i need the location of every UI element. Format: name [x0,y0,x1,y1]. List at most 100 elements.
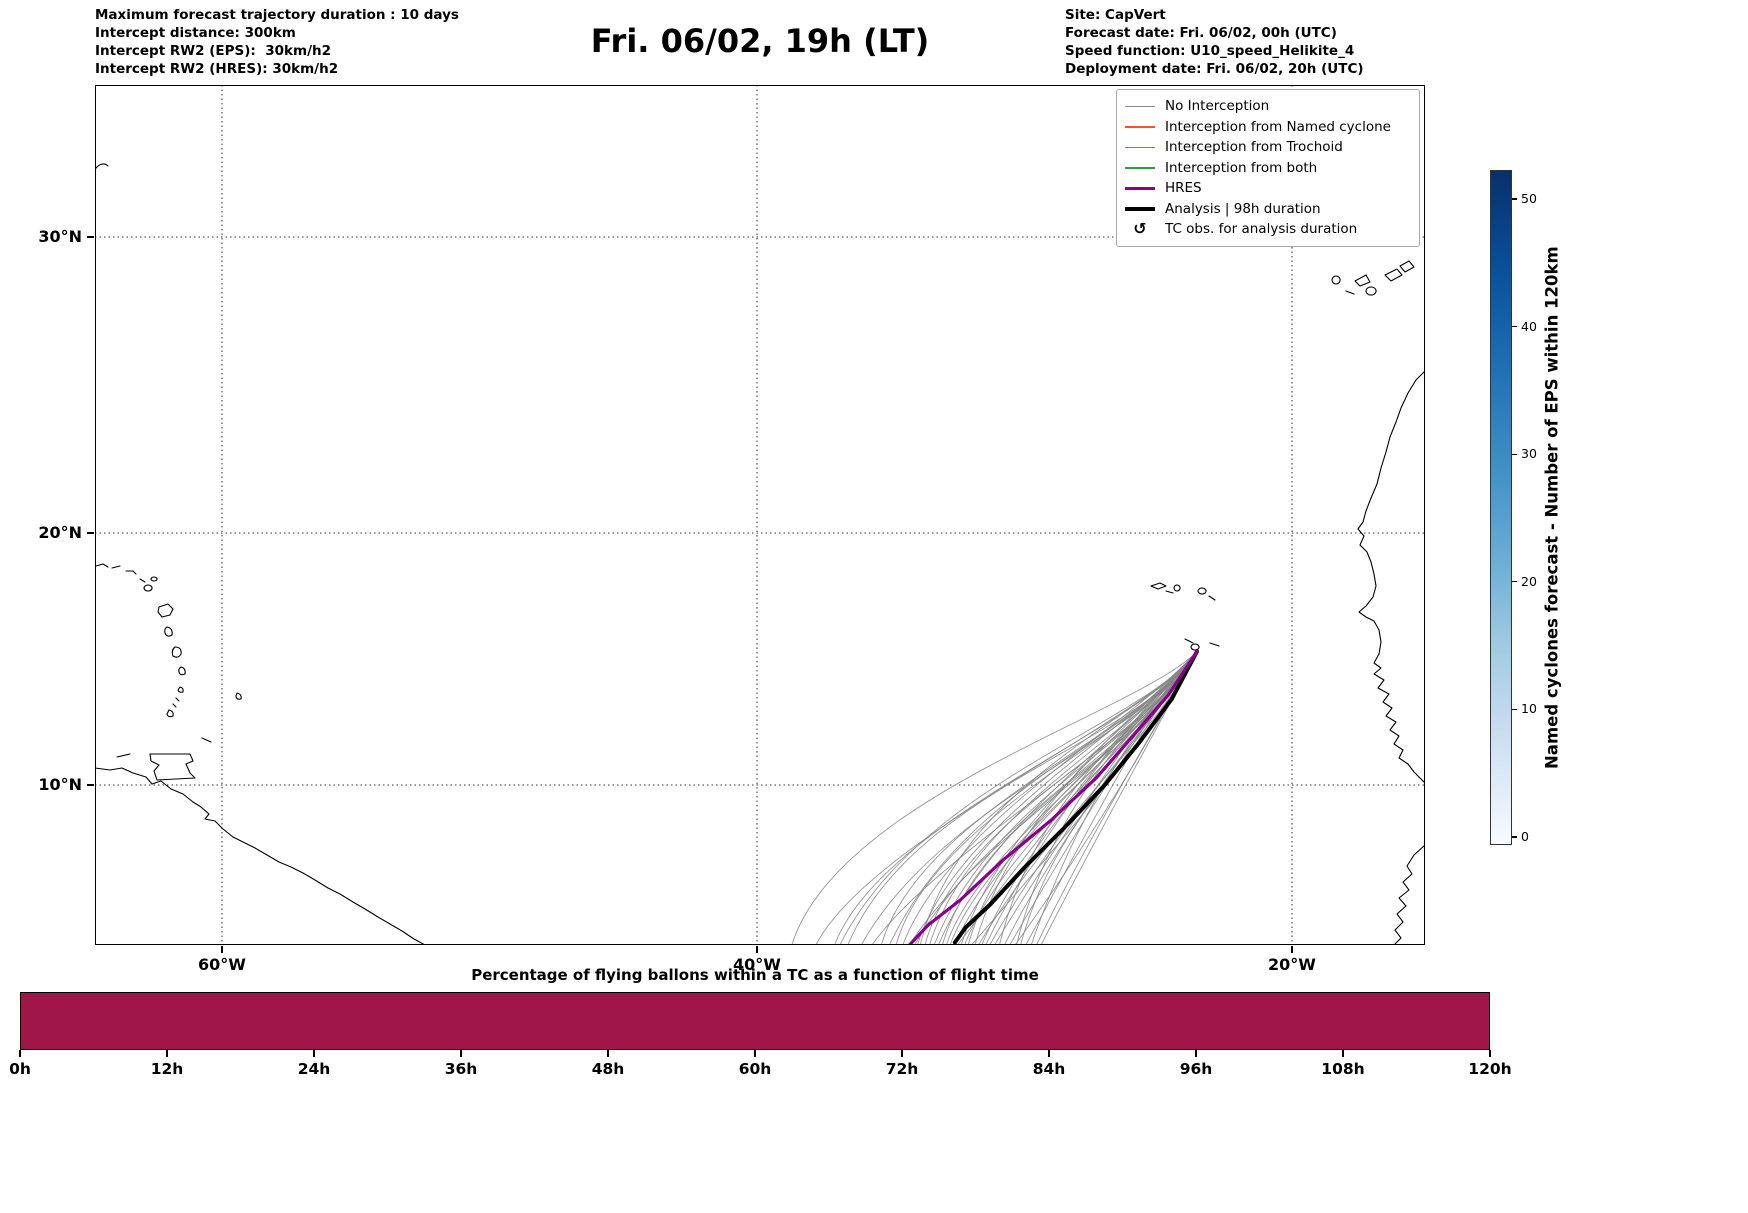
coastline-virgin-islands [95,563,137,575]
colorbar-tick-mark [1512,708,1517,711]
trajectory-map [95,85,1425,945]
legend-item: No Interception [1125,96,1411,117]
legend-label: TC obs. for analysis duration [1165,221,1358,238]
legend-line-sample [1125,146,1155,148]
trajectory-no-interception [998,651,1198,945]
coastline-leeward-islands [139,576,158,592]
trajectory-no-interception [1030,651,1198,945]
legend-item: Interception from Trochoid [1125,137,1411,158]
coastline-st-lucia [178,666,186,676]
coastline-south-america [95,767,426,945]
colorbar-label: Named cyclones forecast - Number of EPS … [1542,246,1562,769]
info-deployment-date: Deployment date: Fri. 06/02, 20h (UTC) [1065,61,1364,77]
lat-tick-label: 30°N [38,227,82,246]
info-intercept-rw2-eps: Intercept RW2 (EPS): 30km/h2 [95,43,331,59]
legend-label: Analysis | 98h duration [1165,200,1321,217]
lon-tick-label: 40°W [733,955,781,974]
bottom-axis-tick-label: 36h [444,1060,478,1078]
lat-tick-label: 20°N [38,523,82,542]
bottom-axis-tick-label: 24h [297,1060,331,1078]
bottom-axis-tick-label: 12h [150,1060,184,1078]
coastline-trinidad [149,753,196,781]
lat-tick-label: 10°N [38,775,82,794]
legend-line-sample [1125,186,1155,190]
bottom-axis-tick-mark [19,1050,21,1057]
legend-line-sample [1125,105,1155,107]
bottom-axis-tick-mark [1489,1050,1491,1057]
legend-label: Interception from Trochoid [1165,139,1343,156]
legend-label: Interception from both [1165,159,1318,176]
coastline-guadeloupe [157,603,174,618]
bottom-axis-tick-mark [166,1050,168,1057]
trajectory-no-interception [974,651,1198,945]
colorbar-tick-mark [1512,836,1517,838]
coastline-margarita [116,753,131,758]
coastline-africa-south-coast [1393,844,1425,945]
bottom-axis-tick-label: 96h [1179,1060,1213,1078]
colorbar-tick-label: 10 [1521,701,1537,717]
map-legend: No Interception Interception from Named c… [1116,89,1420,247]
coastline-cape-verde-islands [1150,582,1220,651]
colorbar-tick-mark [1512,326,1517,328]
lon-tick-mark [756,946,758,953]
legend-item: Analysis | 98h duration [1125,199,1411,220]
bottom-axis-tick-mark [1342,1050,1344,1057]
bottom-axis-tick-label: 48h [591,1060,625,1078]
legend-line-sample [1125,167,1155,169]
lon-tick-label: 20°W [1268,955,1316,974]
trajectory-no-interception [919,651,1198,945]
bottom-axis-tick-mark [754,1050,756,1057]
trajectory-hres [907,649,1199,945]
legend-label: No Interception [1165,98,1270,115]
trajectory-analysis [952,649,1199,945]
bottom-axis-tick-label: 108h [1321,1060,1365,1078]
bottom-axis-tick-mark [607,1050,609,1057]
lat-tick-mark [87,236,94,238]
colorbar-tick-label: 0 [1521,829,1529,844]
colorbar [1490,170,1512,845]
bottom-axis-tick-label: 72h [885,1060,919,1078]
trajectory-no-interception [1016,651,1198,945]
legend-item: Interception from Named cyclone [1125,117,1411,138]
legend-item: HRES [1125,178,1411,199]
coastline-dominica [164,626,173,637]
legend-item: Interception from both [1125,158,1411,179]
bottom-chart-title: Percentage of flying ballons within a TC… [471,966,1039,984]
bottom-axis-tick-label: 84h [1032,1060,1066,1078]
lon-tick-mark [221,946,223,953]
tc-obs-icon: ↺ [1133,219,1147,239]
map-frame [95,85,1425,945]
coastline-martinique [171,646,182,658]
lat-tick-mark [87,532,94,534]
coastline-africa-west [1357,370,1425,784]
legend-label: HRES [1165,180,1202,197]
header-info-right: Site: CapVert Forecast date: Fri. 06/02,… [1065,6,1364,78]
info-intercept-distance: Intercept distance: 300km [95,25,296,41]
bottom-axis-tick-label: 60h [738,1060,772,1078]
coastline-st-vincent-grenadines [172,686,184,708]
legend-line-sample [1125,126,1155,128]
legend-line-sample [1125,207,1155,211]
bottom-axis-tick-mark [460,1050,462,1057]
lon-tick-label: 60°W [198,955,246,974]
colorbar-tick-label: 40 [1521,318,1537,334]
info-max-duration: Maximum forecast trajectory duration : 1… [95,7,459,23]
info-forecast-date: Forecast date: Fri. 06/02, 00h (UTC) [1065,25,1337,41]
bottom-axis-tick-mark [313,1050,315,1057]
colorbar-tick-mark [1512,581,1517,583]
coastline-canary-islands [1331,260,1415,296]
legend-item: ↺ TC obs. for analysis duration [1125,219,1411,240]
bottom-axis-tick-mark [1048,1050,1050,1057]
bottom-axis-tick-label: 0h [9,1060,31,1078]
info-intercept-rw2-hres: Intercept RW2 (HRES): 30km/h2 [95,61,339,77]
tc-percentage-bar [20,992,1490,1050]
page-title: Fri. 06/02, 19h (LT) [590,22,930,60]
lat-tick-mark [87,784,94,786]
legend-label: Interception from Named cyclone [1165,118,1391,135]
coastline-tobago [201,737,212,743]
colorbar-tick-label: 50 [1521,191,1537,206]
info-site: Site: CapVert [1065,7,1166,23]
bottom-axis-tick-label: 120h [1468,1060,1512,1078]
header-info-left: Maximum forecast trajectory duration : 1… [95,6,459,78]
